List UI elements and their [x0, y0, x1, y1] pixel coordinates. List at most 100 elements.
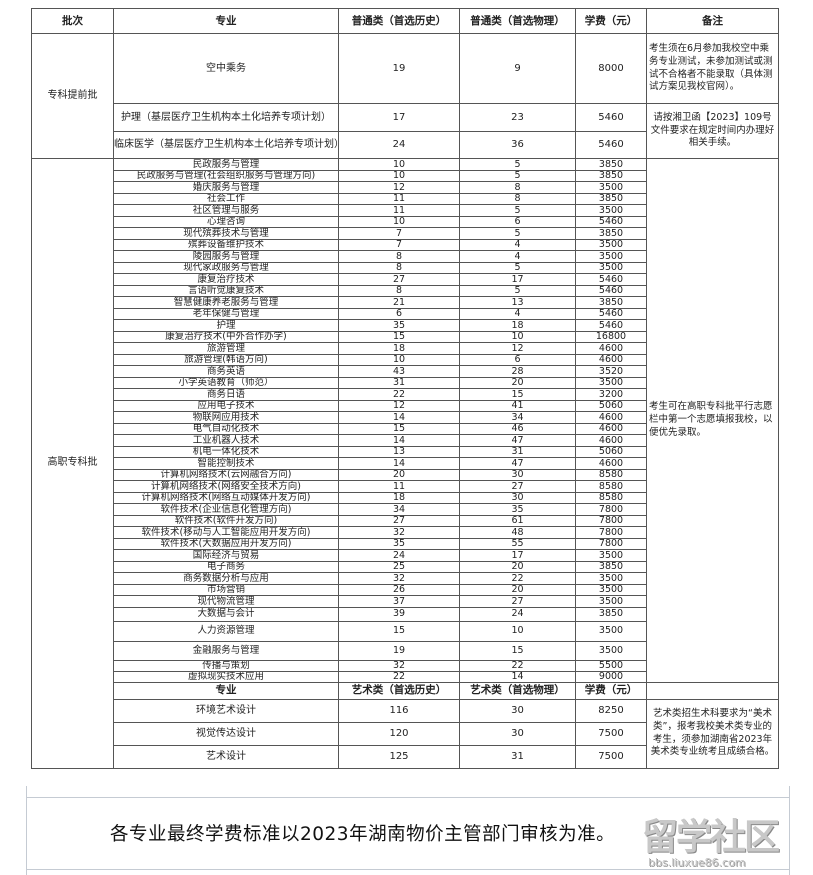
cell-fee: 5460	[575, 131, 647, 159]
cell-hist: 32	[338, 572, 460, 585]
note-cell: 艺术类招生术科要求为“美术类”，报考我校美术类专业的考生，须参加湖南省2023年…	[646, 698, 779, 769]
cell-fee: 7500	[575, 744, 647, 769]
cell-hist: 14	[338, 411, 460, 424]
cell-hist: 24	[338, 549, 460, 562]
batch-label: 高职专科批	[31, 158, 114, 769]
cell-hist: 6	[338, 307, 460, 320]
cell-fee: 3200	[575, 388, 647, 401]
cell-phys: 5	[459, 261, 576, 274]
note-cell: 考生可在高职专科批平行志愿栏中第一个志愿填报我校，以便优先录取。	[646, 158, 779, 683]
cell-major: 人力资源管理	[113, 620, 339, 642]
cell-major: 民政服务与管理	[113, 158, 339, 171]
cell-major: 心理咨询	[113, 215, 339, 228]
cell-phys: 8	[459, 192, 576, 205]
cell-fee: 3850	[575, 296, 647, 309]
cell-phys: 28	[459, 365, 576, 378]
watermark-logo: 留学社区 bbs.liuxue86.com	[642, 817, 780, 869]
table-row: 护理（基层医疗卫生机构本土化培养专项计划） 17 23 5460 请按湘卫函【2023】…	[32, 103, 779, 159]
table-row: 康复治疗技术 27 17 5460	[32, 273, 779, 286]
table-row: 旅游管理(韩语方向) 10 6 4600	[32, 353, 779, 366]
cell-major: 计算机网络技术(云网融合方向)	[113, 468, 339, 481]
table-row: 现代家政服务与管理 8 5 3500	[32, 261, 779, 274]
cell-fee: 7800	[575, 526, 647, 539]
table-row: 现代物流管理 37 27 3500	[32, 595, 779, 608]
cell-phys: 18	[459, 319, 576, 332]
cell-fee: 7500	[575, 721, 647, 746]
table-row: 软件技术(企业信息化管理方向) 34 35 7800	[32, 503, 779, 516]
cell-fee: 4600	[575, 422, 647, 435]
cell-major: 软件技术(企业信息化管理方向)	[113, 503, 339, 516]
cell-hist: 125	[338, 744, 460, 769]
cell-hist: 43	[338, 365, 460, 378]
cell-phys: 30	[459, 491, 576, 504]
cell-phys: 22	[459, 659, 576, 672]
cell-phys: 30	[459, 721, 576, 746]
cell-fee: 3850	[575, 606, 647, 622]
cell-hist: 18	[338, 491, 460, 504]
header-batch: 批次	[31, 8, 114, 34]
cell-fee: 3500	[575, 549, 647, 562]
cell-major: 工业机器人技术	[113, 434, 339, 447]
table-row: 旅游管理 18 12 4600	[32, 342, 779, 355]
table-row: 社会工作 11 8 3850	[32, 192, 779, 205]
cell-hist: 15	[338, 422, 460, 435]
cell-hist: 22	[338, 670, 460, 683]
cell-fee: 4600	[575, 342, 647, 355]
cell-major: 电子商务	[113, 560, 339, 573]
cell-fee: 9000	[575, 670, 647, 683]
cell-major: 殡葬设备维护技术	[113, 238, 339, 251]
cell-fee: 3850	[575, 158, 647, 171]
art-header-row: 专业 艺术类（首选历史） 艺术类（首选物理） 学费（元）	[32, 681, 779, 700]
cell-phys: 20	[459, 376, 576, 389]
cell-fee: 3500	[575, 583, 647, 596]
cell-fee: 5460	[575, 284, 647, 297]
cell-hist: 27	[338, 514, 460, 527]
cell-hist: 13	[338, 445, 460, 458]
cell-phys: 20	[459, 560, 576, 573]
cell-phys: 15	[459, 388, 576, 401]
table-row: 高职专科批 民政服务与管理 10 5 3850 考生可在高职专科批平行志愿栏中第一个志愿填…	[31, 158, 779, 769]
cell-hist: 116	[338, 698, 460, 723]
cell-hist: 120	[338, 721, 460, 746]
table-row: 金融服务与管理 19 15 3500	[32, 640, 779, 661]
cell-hist: 15	[338, 330, 460, 343]
table-row: 电子商务 25 20 3850	[32, 560, 779, 573]
cell-phys: 10	[459, 330, 576, 343]
cell-major: 小学英语教育（师范）	[113, 376, 339, 389]
cell-phys: 35	[459, 503, 576, 516]
cell-hist: 27	[338, 273, 460, 286]
cell-phys: 31	[459, 445, 576, 458]
table-row: 商务数据分析与应用 32 22 3500	[32, 572, 779, 585]
header-note: 备注	[646, 8, 779, 34]
cell-phys: 4	[459, 238, 576, 251]
cell-major: 艺术设计	[113, 744, 339, 769]
cell-major: 软件技术(软件开发方向)	[113, 514, 339, 527]
cell-hist: 31	[338, 376, 460, 389]
cell-major: 护理	[113, 319, 339, 332]
cell-hist: 20	[338, 468, 460, 481]
cell-phys: 61	[459, 514, 576, 527]
cell-fee: 16800	[575, 330, 647, 343]
cell-major: 商务英语	[113, 365, 339, 378]
cell-fee: 3500	[575, 238, 647, 251]
cell-hist: 10	[338, 353, 460, 366]
cell-phys: 17	[459, 549, 576, 562]
cell-major: 现代物流管理	[113, 595, 339, 608]
cell-fee: 4600	[575, 457, 647, 470]
table-row: 康复治疗技术(中外合作办学) 15 10 16800	[32, 330, 779, 343]
cell-major: 虚拟现实技术应用	[113, 670, 339, 683]
art-header-major: 专业	[113, 681, 339, 700]
cell-fee: 3850	[575, 560, 647, 573]
cell-fee: 3500	[575, 376, 647, 389]
cell-major: 商务日语	[113, 388, 339, 401]
cell-fee: 4600	[575, 411, 647, 424]
table-row: 软件技术(移动与人工智能应用开发方向) 32 48 7800	[32, 526, 779, 539]
cell-phys: 30	[459, 698, 576, 723]
table-row: 言语听觉康复技术 8 5 5460	[32, 284, 779, 297]
cell-phys: 5	[459, 284, 576, 297]
cell-fee: 5060	[575, 445, 647, 458]
table-row: 老年保健与管理 6 4 5460	[32, 307, 779, 320]
cell-hist: 10	[338, 169, 460, 182]
cell-hist: 24	[338, 131, 460, 159]
header-phys: 普通类（首选物理）	[459, 8, 576, 34]
